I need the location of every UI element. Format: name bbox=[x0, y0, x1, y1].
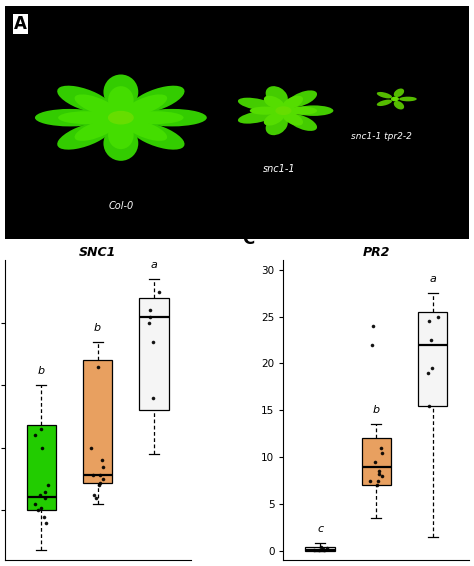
Ellipse shape bbox=[238, 98, 274, 110]
Text: snc1-1: snc1-1 bbox=[263, 164, 295, 174]
Ellipse shape bbox=[394, 88, 404, 97]
Title: PR2: PR2 bbox=[363, 246, 390, 259]
Ellipse shape bbox=[129, 85, 184, 113]
Circle shape bbox=[278, 108, 289, 114]
Text: C: C bbox=[243, 230, 255, 248]
Ellipse shape bbox=[58, 112, 114, 124]
Circle shape bbox=[112, 113, 130, 122]
FancyBboxPatch shape bbox=[83, 361, 112, 483]
Ellipse shape bbox=[377, 92, 392, 98]
Circle shape bbox=[109, 112, 133, 124]
Text: b: b bbox=[373, 405, 380, 415]
Ellipse shape bbox=[283, 96, 303, 109]
Ellipse shape bbox=[294, 105, 333, 116]
Ellipse shape bbox=[129, 122, 184, 149]
Ellipse shape bbox=[128, 112, 183, 124]
Ellipse shape bbox=[35, 109, 105, 126]
Ellipse shape bbox=[399, 97, 417, 101]
Ellipse shape bbox=[288, 91, 317, 107]
FancyBboxPatch shape bbox=[139, 298, 169, 410]
Text: b: b bbox=[38, 366, 45, 376]
Ellipse shape bbox=[108, 86, 134, 114]
Text: snc1-1 tpr2-2: snc1-1 tpr2-2 bbox=[351, 132, 411, 141]
Ellipse shape bbox=[103, 75, 138, 109]
Circle shape bbox=[276, 107, 291, 114]
Ellipse shape bbox=[288, 114, 317, 131]
Ellipse shape bbox=[103, 126, 138, 161]
Ellipse shape bbox=[287, 106, 317, 115]
Ellipse shape bbox=[74, 95, 118, 116]
Ellipse shape bbox=[57, 85, 112, 113]
Text: Col-0: Col-0 bbox=[108, 201, 134, 211]
Ellipse shape bbox=[283, 112, 303, 126]
Ellipse shape bbox=[377, 100, 392, 106]
Ellipse shape bbox=[264, 112, 284, 126]
Ellipse shape bbox=[57, 122, 112, 149]
Ellipse shape bbox=[137, 109, 207, 126]
Text: a: a bbox=[151, 260, 157, 270]
FancyBboxPatch shape bbox=[418, 312, 447, 406]
Ellipse shape bbox=[74, 119, 118, 141]
Ellipse shape bbox=[124, 95, 167, 116]
Ellipse shape bbox=[265, 115, 288, 135]
Ellipse shape bbox=[108, 121, 134, 149]
Ellipse shape bbox=[264, 96, 284, 109]
Text: a: a bbox=[429, 274, 436, 284]
Ellipse shape bbox=[238, 111, 274, 123]
Circle shape bbox=[392, 97, 398, 101]
FancyBboxPatch shape bbox=[27, 425, 56, 511]
Title: SNC1: SNC1 bbox=[79, 246, 116, 259]
Text: c: c bbox=[317, 525, 323, 534]
Text: b: b bbox=[94, 323, 101, 333]
Text: A: A bbox=[14, 15, 27, 33]
FancyBboxPatch shape bbox=[305, 547, 335, 551]
Ellipse shape bbox=[124, 119, 167, 141]
FancyBboxPatch shape bbox=[362, 439, 391, 485]
Ellipse shape bbox=[265, 86, 288, 106]
Ellipse shape bbox=[250, 106, 280, 115]
Ellipse shape bbox=[394, 101, 404, 109]
